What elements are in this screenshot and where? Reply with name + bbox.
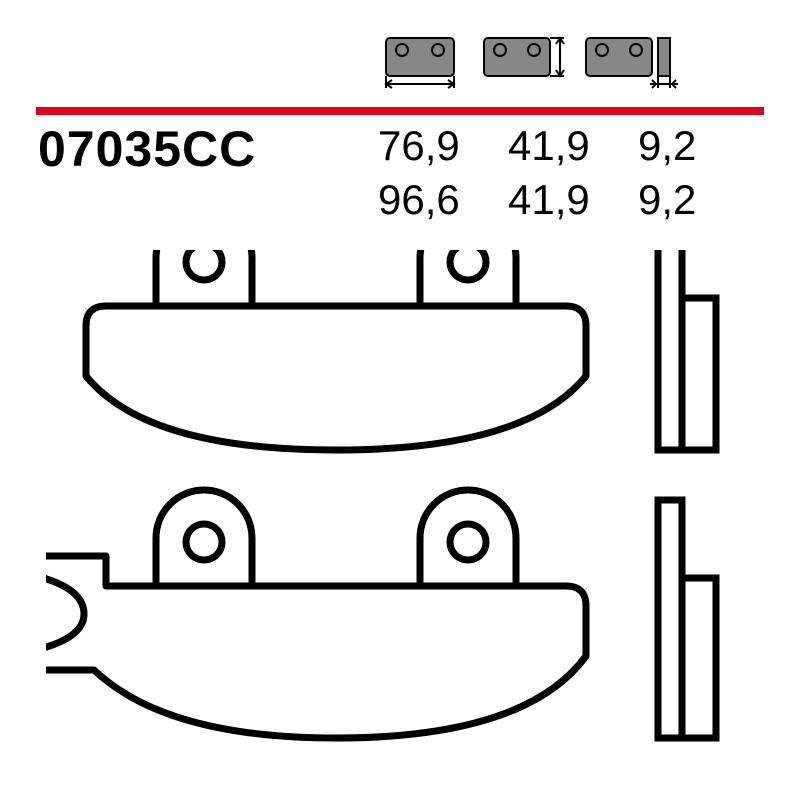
dim-h-1: 41,9 bbox=[508, 122, 638, 170]
brake-pad-diagram bbox=[46, 250, 766, 770]
part-number: 07035CC bbox=[38, 120, 378, 178]
dim-h-2: 41,9 bbox=[508, 176, 638, 224]
dim-t-1: 9,2 bbox=[638, 122, 738, 170]
height-dimension-icon bbox=[482, 36, 562, 90]
upper-pad-side bbox=[658, 250, 716, 450]
header-icon-row bbox=[380, 36, 664, 90]
dim-w-1: 76,9 bbox=[378, 122, 508, 170]
width-dimension-icon bbox=[380, 36, 460, 90]
upper-pad-front bbox=[86, 250, 586, 450]
lower-pad-front bbox=[46, 490, 586, 738]
spec-row: 07035CC 76,9 41,9 9,2 96,6 41,9 9,2 bbox=[38, 120, 766, 224]
thickness-dimension-icon bbox=[584, 36, 664, 90]
dim-t-2: 9,2 bbox=[638, 176, 738, 224]
dim-w-2: 96,6 bbox=[378, 176, 508, 224]
divider-line bbox=[36, 102, 764, 110]
dimensions-grid: 76,9 41,9 9,2 96,6 41,9 9,2 bbox=[378, 122, 738, 224]
lower-pad-side bbox=[658, 500, 716, 738]
